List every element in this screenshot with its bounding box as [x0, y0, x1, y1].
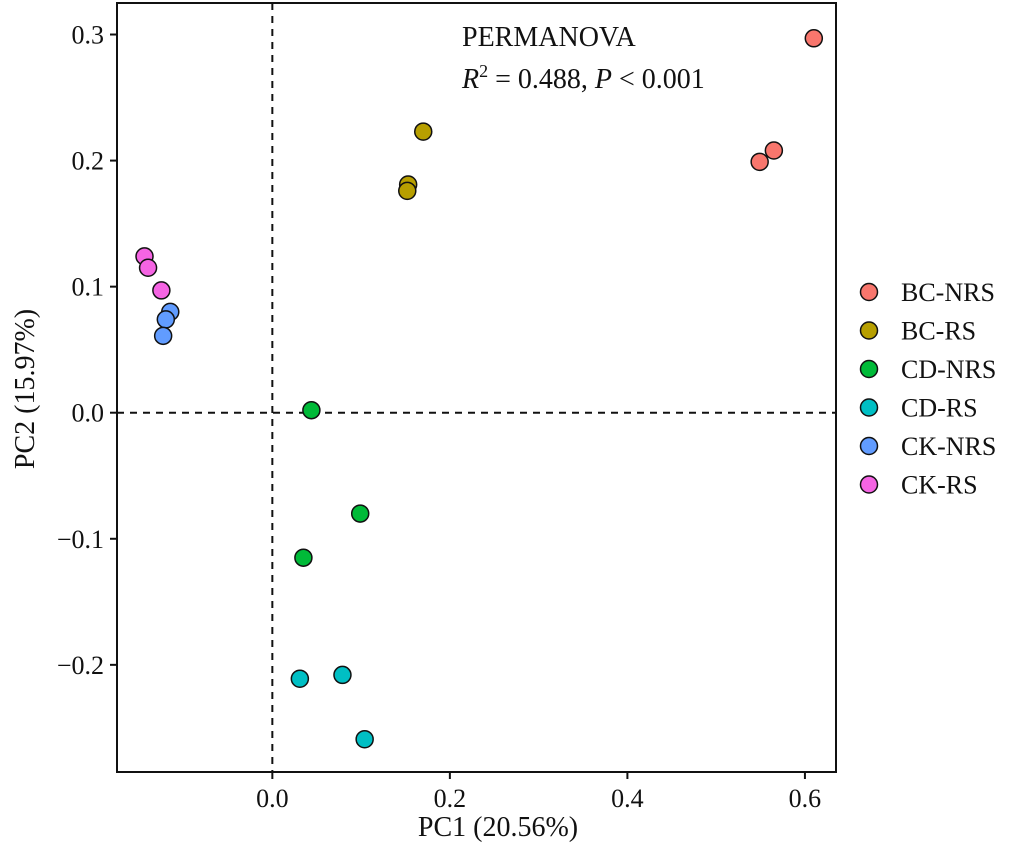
y-tick-label: 0.0 — [72, 399, 105, 428]
legend-marker-bc-nrs — [859, 282, 879, 302]
reference-lines — [117, 3, 836, 772]
y-axis: 0.3 0.2 0.1 0.0 −0.1 −0.2 — [57, 21, 117, 680]
legend-marker-bc-rs — [859, 321, 879, 340]
r-exponent: 2 — [479, 61, 488, 81]
legend-label-cd-rs: CD-RS — [901, 394, 978, 423]
legend-label-bc-rs: BC-RS — [901, 317, 976, 346]
p-symbol: P — [594, 64, 612, 95]
point-cd-rs — [290, 669, 310, 688]
point-cd-nrs — [350, 504, 370, 523]
legend-marker-ck-nrs — [859, 436, 879, 456]
data-points — [135, 29, 824, 749]
p-value: < 0.001 — [612, 64, 705, 95]
legend-marker-cd-nrs — [859, 359, 879, 379]
legend: BC-NRS BC-RS CD-NRS CD-RS CK-NRS CK-RS — [859, 278, 996, 500]
point-cd-rs — [355, 729, 374, 749]
x-tick-label: 0.0 — [256, 784, 289, 813]
point-bc-rs — [398, 181, 417, 201]
plot-frame — [116, 2, 837, 773]
point-ck-rs — [138, 258, 158, 277]
r-value: = 0.488, — [488, 64, 595, 95]
y-tick-label: 0.1 — [72, 273, 105, 302]
legend-marker-ck-rs — [859, 475, 879, 494]
x-axis-title: PC1 (20.56%) — [418, 812, 578, 843]
x-tick-label: 0.4 — [611, 784, 644, 813]
y-tick-label: 0.2 — [72, 147, 105, 176]
y-tick-label: 0.3 — [72, 21, 105, 50]
legend-label-ck-nrs: CK-NRS — [901, 432, 996, 461]
legend-label-bc-nrs: BC-NRS — [901, 278, 995, 307]
point-cd-nrs — [302, 400, 321, 420]
legend-marker-cd-rs — [859, 398, 879, 417]
x-axis: 0.0 0.2 0.4 0.6 — [256, 772, 821, 813]
permanova-annotation: PERMANOVA R2 = 0.488, P < 0.001 — [461, 22, 705, 95]
point-bc-nrs — [804, 29, 824, 48]
y-axis-title: PC2 (15.97%) — [10, 309, 41, 469]
legend-label-cd-nrs: CD-NRS — [901, 355, 996, 384]
annotation-stats: R2 = 0.488, P < 0.001 — [461, 61, 705, 95]
legend-label-ck-rs: CK-RS — [901, 471, 978, 500]
y-tick-label: −0.2 — [57, 651, 104, 680]
x-tick-label: 0.2 — [434, 784, 467, 813]
point-bc-nrs — [764, 141, 784, 160]
point-ck-nrs — [153, 326, 173, 346]
annotation-title: PERMANOVA — [462, 22, 637, 53]
point-cd-rs — [333, 665, 352, 685]
point-ck-nrs — [156, 310, 176, 329]
point-bc-rs — [413, 122, 433, 141]
r-symbol: R — [461, 64, 479, 95]
point-bc-nrs — [750, 152, 769, 172]
point-cd-nrs — [294, 548, 313, 567]
point-ck-rs — [152, 281, 171, 300]
y-tick-label: −0.1 — [57, 525, 104, 554]
x-tick-label: 0.6 — [789, 784, 822, 813]
